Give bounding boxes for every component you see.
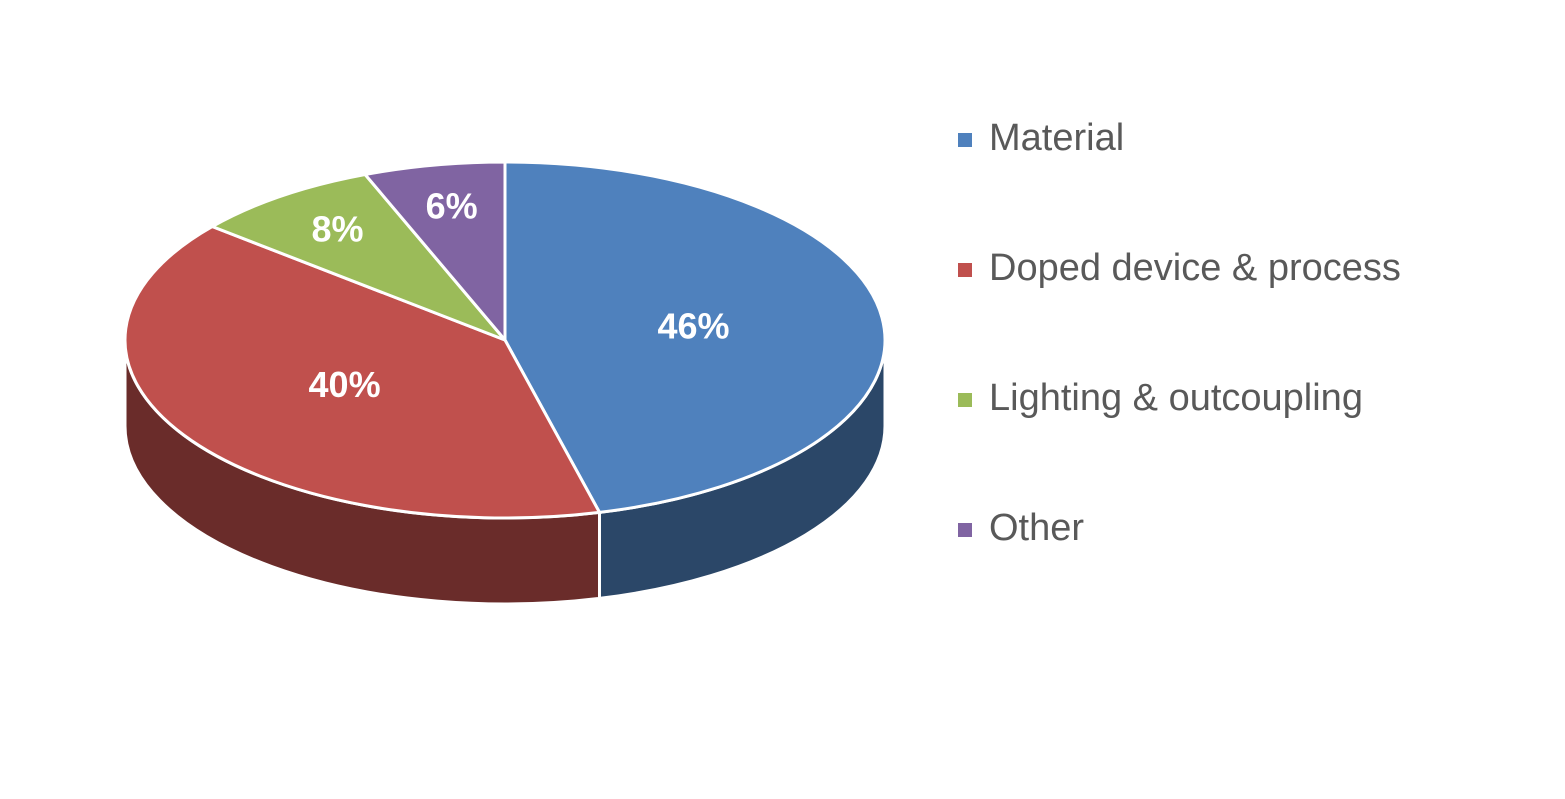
legend-label: Doped device & process [989,247,1401,289]
slice [208,172,507,342]
slice [123,224,602,520]
legend-swatch [958,263,972,277]
data-label: 40% [309,364,381,405]
legend-swatch [958,393,972,407]
legend-label: Lighting & outcoupling [989,377,1363,419]
legend-label: Material [989,117,1124,159]
legend-label: Other [989,507,1084,549]
legend-swatch [958,133,972,147]
slice [503,160,887,515]
data-label: 46% [657,305,729,346]
data-label: 6% [426,185,478,226]
legend: Material Doped device & process Lighting &… [958,117,1401,549]
legend-swatch [958,523,972,537]
data-label: 8% [311,209,363,250]
slice [362,160,507,345]
